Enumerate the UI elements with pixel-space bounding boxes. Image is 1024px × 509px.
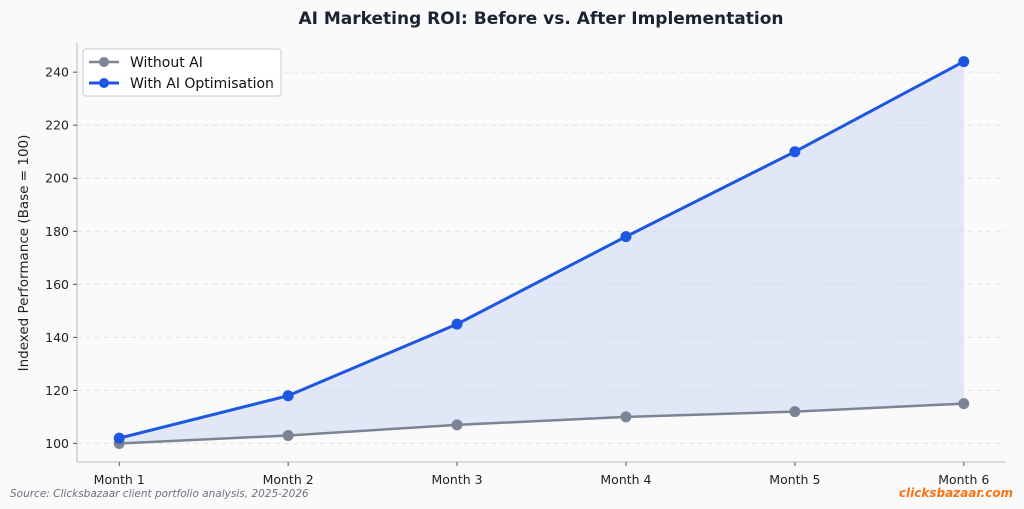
- x-tick-label: Month 1: [94, 472, 145, 487]
- x-tick-label: Month 2: [263, 472, 314, 487]
- legend-label-with-ai: With AI Optimisation: [130, 76, 274, 92]
- legend: Without AI With AI Optimisation: [82, 48, 282, 97]
- data-point-with-ai: [958, 56, 970, 68]
- data-point-with-ai: [789, 146, 801, 158]
- y-axis-label: Indexed Performance (Base = 100): [16, 135, 32, 372]
- data-point-with-ai: [282, 390, 294, 402]
- x-tick-label: Month 6: [938, 472, 989, 487]
- x-tick-label: Month 4: [600, 472, 651, 487]
- y-tick-label: 100: [45, 436, 69, 451]
- y-tick-label: 240: [45, 65, 69, 80]
- data-point-without-ai: [958, 398, 970, 410]
- y-tick-label: 140: [45, 330, 69, 345]
- y-tick-label: 180: [45, 224, 69, 239]
- chart-title: AI Marketing ROI: Before vs. After Imple…: [298, 9, 783, 29]
- data-point-with-ai: [451, 318, 463, 330]
- y-tick-label: 220: [45, 118, 69, 133]
- x-tick-label: Month 3: [431, 472, 482, 487]
- data-point-without-ai: [620, 411, 632, 423]
- data-point-without-ai: [282, 429, 294, 441]
- brand-watermark: clicksbazaar.com: [899, 486, 1013, 500]
- series-line-with-ai: [118, 60, 965, 440]
- legend-label-without-ai: Without AI: [130, 55, 203, 71]
- data-point-without-ai: [789, 406, 801, 418]
- y-tick-label: 160: [45, 277, 69, 292]
- y-tick-label: 200: [45, 171, 69, 186]
- series-line-without-ai: [119, 402, 964, 445]
- source-note: Source: Clicksbazaar client portfolio an…: [10, 488, 309, 500]
- data-point-with-ai: [113, 432, 125, 444]
- data-point-with-ai: [620, 231, 632, 243]
- legend-marker-without-ai: [99, 57, 109, 67]
- fill-between-area: [119, 61, 964, 444]
- legend-marker-with-ai: [99, 78, 109, 88]
- data-point-without-ai: [451, 419, 463, 431]
- y-tick-label: 120: [45, 383, 69, 398]
- x-tick-label: Month 5: [769, 472, 820, 487]
